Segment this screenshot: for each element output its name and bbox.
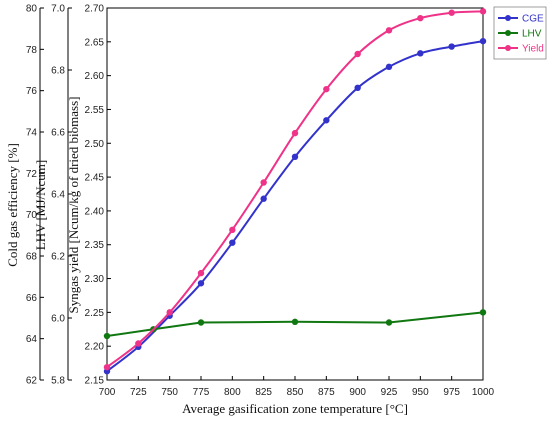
data-point-yield: [448, 9, 455, 16]
cge-tick-label: 64: [26, 334, 38, 345]
cge-tick-label: 72: [26, 169, 38, 180]
yield-tick-label: 2.30: [85, 274, 105, 285]
data-point-yield: [166, 309, 173, 316]
data-point-lhv: [103, 332, 111, 340]
legend-label-yield: Yield: [522, 44, 544, 55]
cge-tick-label: 76: [26, 86, 38, 97]
x-tick-label: 900: [349, 387, 366, 398]
data-point-yield: [385, 27, 393, 34]
data-point-yield: [291, 129, 299, 137]
data-point-cge: [417, 50, 424, 57]
x-tick-label: 750: [161, 387, 178, 398]
data-point-yield: [354, 50, 361, 58]
data-point-yield: [479, 8, 487, 15]
lhv-tick-label: 5.8: [51, 376, 65, 387]
data-point-yield: [260, 179, 267, 186]
x-tick-label: 925: [381, 387, 398, 398]
x-tick-label: 975: [443, 387, 460, 398]
lhv-tick-label: 6.2: [51, 252, 65, 263]
data-point-lhv: [291, 318, 299, 326]
x-tick-label: 850: [287, 387, 304, 398]
lhv-axis-title: LHV [MJ/Ncum]: [33, 160, 48, 250]
series-line-yield: [106, 10, 484, 368]
yield-tick-label: 2.45: [85, 173, 105, 184]
x-axis-title: Average gasification zone temperature [°…: [182, 401, 408, 416]
x-tick-label: 1000: [472, 387, 495, 398]
cge-tick-label: 80: [26, 4, 38, 15]
data-point-yield: [197, 269, 205, 277]
data-point-cge: [323, 117, 330, 124]
cge-axis-title: Cold gas efficiency [%]: [5, 143, 20, 267]
cge-tick-label: 70: [26, 210, 38, 221]
data-point-yield: [229, 226, 236, 234]
cge-tick-label: 66: [26, 293, 38, 304]
data-point-lhv: [385, 319, 393, 326]
legend-marker-yield: [505, 45, 511, 51]
data-point-cge: [479, 37, 487, 45]
lhv-tick-label: 7.0: [51, 4, 65, 15]
series-layer: [103, 8, 487, 375]
data-point-cge: [448, 43, 455, 50]
lhv-tick-label: 6.0: [51, 314, 65, 325]
lhv-tick-label: 6.8: [51, 66, 65, 77]
data-point-cge: [260, 195, 267, 202]
legend-marker-cge: [505, 15, 511, 21]
yield-tick-label: 2.70: [85, 4, 105, 15]
cge-tick-label: 68: [26, 252, 38, 263]
data-point-cge: [229, 239, 236, 246]
lhv-tick-label: 6.4: [51, 190, 65, 201]
legend-marker-lhv: [505, 30, 511, 36]
yield-tick-label: 2.15: [85, 376, 105, 387]
x-tick-label: 875: [318, 387, 335, 398]
x-tick-label: 725: [130, 387, 147, 398]
data-point-yield: [135, 340, 142, 347]
x-tick-label: 800: [224, 387, 241, 398]
yield-tick-label: 2.25: [85, 308, 105, 319]
x-tick-label: 775: [193, 387, 210, 398]
x-tick-label: 825: [255, 387, 272, 398]
data-point-cge: [385, 63, 393, 71]
axes-layer: 700 725 750 775 800 825 850 875 900 925 950 975 1000…: [26, 4, 495, 399]
data-point-cge: [197, 280, 205, 287]
data-point-lhv: [197, 319, 205, 326]
yield-tick-label: 2.60: [85, 71, 105, 82]
x-tick-label: 950: [412, 387, 429, 398]
yield-axis-title: Syngas yield [Ncum/kg of dried biomass]: [66, 97, 81, 314]
yield-tick-label: 2.50: [85, 139, 105, 150]
data-point-yield: [103, 363, 111, 371]
legend: CGE LHV Yield: [493, 6, 547, 60]
yield-tick-label: 2.55: [85, 105, 105, 116]
cge-tick-label: 62: [26, 376, 38, 387]
data-point-lhv: [479, 309, 487, 316]
series-line-lhv: [106, 311, 484, 337]
yield-tick-label: 2.20: [85, 342, 105, 353]
legend-label-cge: CGE: [522, 14, 544, 25]
yield-tick-label: 2.40: [85, 206, 105, 217]
data-point-yield: [417, 14, 424, 22]
yield-tick-label: 2.65: [85, 37, 105, 48]
yield-tick-label: 2.35: [85, 240, 105, 251]
legend-label-lhv: LHV: [522, 29, 542, 40]
cge-tick-label: 78: [26, 45, 38, 56]
lhv-tick-label: 6.6: [51, 128, 65, 139]
cge-tick-label: 74: [26, 128, 38, 139]
data-point-cge: [291, 153, 299, 160]
data-point-cge: [354, 84, 361, 92]
data-point-yield: [323, 85, 330, 93]
x-tick-label: 700: [99, 387, 116, 398]
